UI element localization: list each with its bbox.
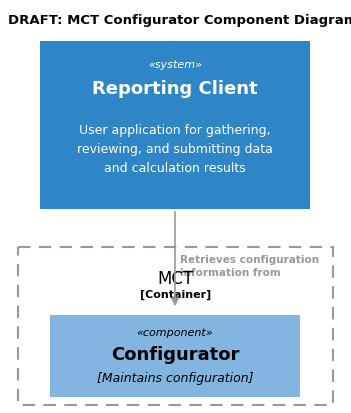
Text: MCT: MCT — [158, 269, 193, 287]
Text: Retrieves configuration
information from: Retrieves configuration information from — [180, 254, 319, 278]
Text: «system»: «system» — [148, 60, 202, 70]
Text: «component»: «component» — [137, 327, 213, 337]
Text: DRAFT: MCT Configurator Component Diagram: DRAFT: MCT Configurator Component Diagra… — [8, 14, 351, 27]
Text: Configurator: Configurator — [111, 345, 239, 363]
Bar — [18, 247, 333, 405]
Text: User application for gathering,
reviewing, and submitting data
and calculation r: User application for gathering, reviewin… — [77, 124, 273, 175]
Text: [Container]: [Container] — [140, 289, 211, 299]
Bar — [40, 42, 310, 209]
Text: [Maintains configuration]: [Maintains configuration] — [97, 371, 253, 384]
Bar — [50, 315, 300, 397]
Text: Reporting Client: Reporting Client — [92, 80, 258, 98]
